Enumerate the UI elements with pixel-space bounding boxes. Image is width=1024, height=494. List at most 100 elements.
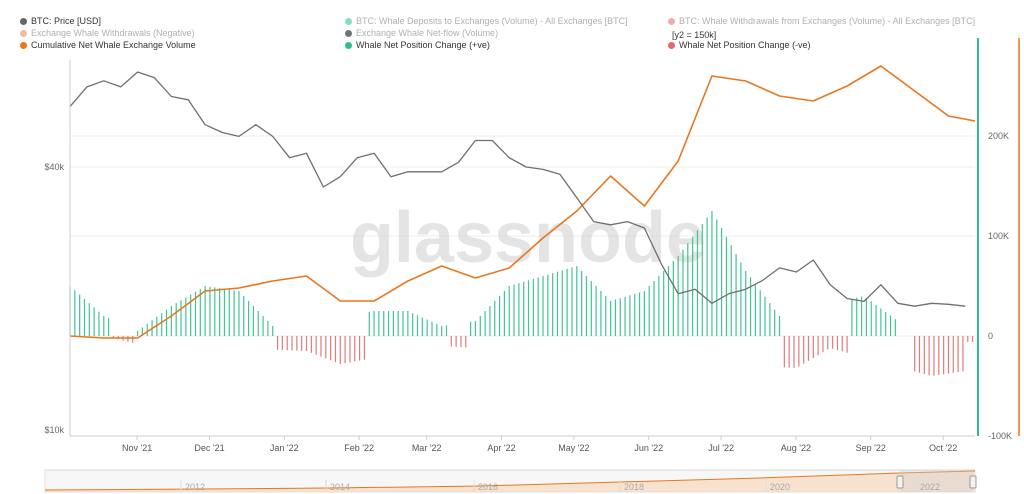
bar-positive xyxy=(754,283,756,336)
bar-negative xyxy=(363,336,366,360)
legend-dot-icon xyxy=(20,29,27,37)
bar-negative xyxy=(455,336,457,347)
x-tick-label: Sep '22 xyxy=(856,443,886,453)
bar-positive xyxy=(141,327,143,336)
y-right-tick-label: 200K xyxy=(988,131,1009,141)
bar-positive xyxy=(98,311,100,336)
bar-negative xyxy=(783,336,785,368)
bar-positive xyxy=(180,300,182,336)
bar-positive xyxy=(223,288,226,336)
bar-positive xyxy=(653,281,655,336)
bar-negative xyxy=(841,336,843,352)
bar-positive xyxy=(677,256,679,336)
legend-label: Whale Net Position Change (+ve) xyxy=(356,40,490,50)
bar-negative xyxy=(310,336,312,353)
bar-positive xyxy=(228,289,230,336)
bar-negative xyxy=(918,336,921,373)
bar-positive xyxy=(262,316,264,336)
bar-positive xyxy=(383,311,385,336)
bar-positive xyxy=(190,294,192,336)
bar-positive xyxy=(204,286,206,336)
legend-item[interactable]: Exchange Whale Withdrawals (Negative) xyxy=(20,28,195,38)
bar-negative xyxy=(793,336,795,368)
bar-positive xyxy=(88,303,90,336)
bar-negative xyxy=(460,336,462,348)
bar-positive xyxy=(233,290,235,336)
bar-positive xyxy=(484,311,486,336)
bar-positive xyxy=(590,281,592,336)
bar-positive xyxy=(894,319,896,336)
legend-item[interactable]: BTC: Whale Deposits to Exchanges (Volume… xyxy=(345,16,628,26)
x-tick-label: Jul '22 xyxy=(708,443,734,453)
bar-positive xyxy=(407,311,409,336)
x-tick-label: May '22 xyxy=(558,443,589,453)
bar-positive xyxy=(769,303,771,336)
legend-item[interactable]: Whale Net Position Change (+ve) xyxy=(345,40,490,50)
legend-item[interactable]: BTC: Price [USD] xyxy=(20,16,101,26)
bar-positive xyxy=(614,299,617,336)
legend-item[interactable]: Exchange Whale Net-flow (Volume) xyxy=(345,28,498,38)
bar-negative xyxy=(301,336,303,351)
bar-negative xyxy=(817,336,819,356)
bar-positive xyxy=(638,292,641,336)
legend-label: Cumulative Net Whale Exchange Volume xyxy=(31,40,196,50)
bar-positive xyxy=(687,243,689,336)
bar-negative xyxy=(952,336,954,373)
bar-positive xyxy=(103,316,105,336)
bar-positive xyxy=(764,296,766,336)
grid xyxy=(70,135,975,337)
bar-positive xyxy=(83,298,86,336)
bar-positive xyxy=(146,323,148,336)
bar-positive xyxy=(716,219,718,336)
time-navigator: 2012 2014 2016 2018 2020 2022 xyxy=(44,469,977,493)
bar-positive xyxy=(542,276,544,336)
legend-item[interactable]: BTC: Whale Withdrawals from Exchanges (V… xyxy=(668,16,975,26)
navigator-handle xyxy=(969,475,977,489)
bar-positive xyxy=(706,217,708,336)
legend-label: Exchange Whale Net-flow (Volume) xyxy=(356,28,499,38)
bar-positive xyxy=(663,271,665,336)
bar-positive xyxy=(672,261,674,336)
bar-positive xyxy=(436,323,438,336)
bar-positive xyxy=(431,321,433,336)
bar-negative xyxy=(827,336,829,350)
bar-positive xyxy=(745,271,747,336)
bar-positive xyxy=(243,296,245,336)
navigator-tick-label: 2014 xyxy=(330,482,350,492)
bar-negative xyxy=(914,336,916,372)
bar-positive xyxy=(860,296,863,336)
axes: $40k $10k 200K 100K 0 -100K Nov '21 Dec '21 Jan … xyxy=(44,38,1020,453)
bar-positive xyxy=(735,253,737,336)
bar-positive xyxy=(629,295,631,336)
bar-positive xyxy=(711,211,713,336)
bar-negative xyxy=(933,336,935,376)
x-tick-label: Oct '22 xyxy=(929,443,957,453)
bar-positive xyxy=(79,294,81,336)
legend-item[interactable]: Whale Net Position Change (-ve) xyxy=(668,40,811,50)
bar-negative xyxy=(938,336,940,375)
bar-negative xyxy=(330,336,332,361)
legend-item[interactable]: Cumulative Net Whale Exchange Volume xyxy=(20,40,196,50)
navigator-tick-label: 2018 xyxy=(624,482,644,492)
bar-positive xyxy=(527,280,530,336)
bar-negative xyxy=(132,336,134,343)
bar-positive xyxy=(474,321,477,336)
bar-positive xyxy=(856,297,858,336)
bar-positive xyxy=(740,262,742,336)
bar-positive xyxy=(214,287,216,336)
watermark: glassnode xyxy=(350,198,706,278)
navigator-tick-label: 2022 xyxy=(920,482,940,492)
bar-positive xyxy=(774,309,776,336)
bar-positive xyxy=(561,270,563,336)
y-left-tick-label: $10k xyxy=(44,425,64,435)
bar-positive xyxy=(870,301,872,336)
x-tick-label: Jan '22 xyxy=(270,443,299,453)
bar-positive xyxy=(508,286,510,336)
bar-negative xyxy=(962,336,964,372)
bar-positive xyxy=(581,271,583,336)
bar-negative xyxy=(788,336,790,368)
bar-positive xyxy=(889,315,892,336)
bar-positive xyxy=(648,286,650,336)
x-tick-label: Mar '22 xyxy=(412,443,442,453)
